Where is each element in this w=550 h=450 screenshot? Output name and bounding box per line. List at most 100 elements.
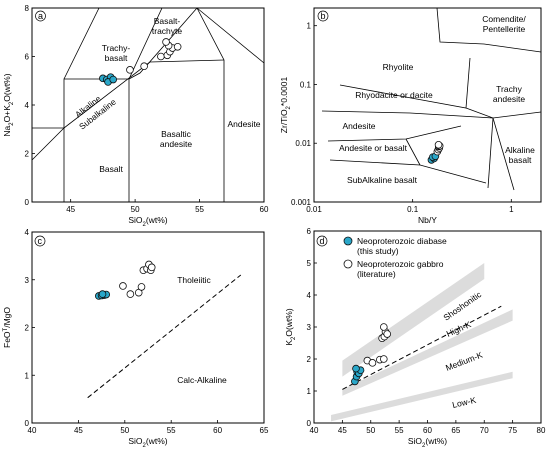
y-tick-label: 0 bbox=[25, 419, 30, 428]
field-label-medium-k: Medium-K bbox=[444, 350, 484, 373]
panel-d-k2o-sio2-diagram: d Neoproterozoic diabase (this study) Neo… bbox=[284, 227, 546, 449]
y-tick-label: 0 bbox=[25, 198, 30, 207]
series-divider-line bbox=[342, 305, 502, 390]
panel-b-winchester-floyd-diagram: b Comendite/Pentellerite Rhyolite Rhyoda… bbox=[279, 7, 542, 225]
panel-d-divider-line bbox=[342, 305, 502, 390]
panel-c-frame bbox=[31, 231, 265, 424]
data-point-this-study bbox=[352, 364, 360, 373]
x-tick-label: 1 bbox=[509, 205, 514, 214]
x-tick-label: 50 bbox=[366, 426, 375, 435]
panel-d-label-ring bbox=[316, 235, 328, 247]
legend-marker-literature bbox=[343, 259, 353, 269]
data-point-literature bbox=[173, 42, 182, 51]
x-tick-label: 55 bbox=[167, 426, 176, 435]
legend-label-this-study: Neoproterozoic diabase (this study) bbox=[357, 236, 447, 256]
field-label-comendite: Comendite/Pentellerite bbox=[482, 14, 526, 34]
x-tick-label: 55 bbox=[395, 426, 404, 435]
y-tick-label: 1 bbox=[25, 371, 30, 380]
panel-a-frame bbox=[31, 7, 265, 203]
legend-label-literature: Neoproterozoic gabbro (literature) bbox=[357, 259, 444, 279]
data-point-literature bbox=[380, 323, 388, 331]
x-tick-label: 50 bbox=[131, 205, 140, 214]
data-point-literature bbox=[383, 330, 392, 338]
panel-d-legend: Neoproterozoic diabase (this study) Neopr… bbox=[343, 236, 447, 279]
panel-b-field-labels: Comendite/Pentellerite Rhyolite Rhyodaci… bbox=[339, 14, 535, 185]
field-label-andesite-or-basalt: Andesite or basalt bbox=[339, 143, 408, 153]
x-tick-label: 40 bbox=[310, 426, 319, 435]
field-label-andesite: Andesite bbox=[227, 119, 260, 129]
field-label-calc-alkaline: Calc-Alkaline bbox=[177, 375, 227, 385]
data-point-literature bbox=[162, 38, 170, 46]
y-axis-title: Na2O+K2O(wt%) bbox=[2, 73, 15, 136]
y-axis-title: FeOT/MgO bbox=[2, 307, 12, 348]
y-tick-label: 2 bbox=[25, 150, 30, 159]
panel-a-label: a bbox=[38, 11, 43, 21]
x-tick-label: 45 bbox=[66, 205, 75, 214]
x-tick-label: 60 bbox=[213, 426, 222, 435]
y-tick-label: 0.01 bbox=[295, 139, 311, 148]
x-tick-label: 60 bbox=[260, 205, 269, 214]
x-tick-label: 70 bbox=[480, 426, 489, 435]
y-tick-label: 6 bbox=[307, 227, 312, 236]
panel-c-field-labels: Tholeiitic Calc-Alkaline bbox=[177, 275, 227, 385]
y-tick-label: 5 bbox=[307, 259, 312, 268]
field-label-trachy-basalt: Trachy-basalt bbox=[102, 43, 131, 63]
field-label-andesite: Andesite bbox=[342, 121, 375, 131]
y-tick-label: 6 bbox=[25, 53, 30, 62]
panel-c-label: c bbox=[38, 236, 43, 246]
data-point-literature bbox=[137, 283, 146, 291]
y-axis-title: K2O(wt%) bbox=[284, 308, 297, 346]
field-label-tholeiitic: Tholeiitic bbox=[177, 275, 211, 285]
x-tick-label: 75 bbox=[508, 426, 517, 435]
data-point-literature bbox=[140, 62, 148, 70]
panel-d-axes: 40 45 50 55 60 65 70 75 800123456SiO2(wt%)K2O(wt… bbox=[284, 227, 546, 449]
data-point-literature bbox=[126, 66, 134, 74]
field-label-basaltic-andesite: Basaltic andesite bbox=[160, 129, 192, 149]
x-tick-label: 80 bbox=[537, 426, 546, 435]
y-tick-label: 2 bbox=[307, 355, 312, 364]
y-tick-label: 4 bbox=[25, 101, 30, 110]
panel-b-field-lines bbox=[321, 7, 542, 191]
panel-c-feot-mgo-diagram: c Tholeiitic Calc-Alkaline 40 45 50 55 60 65 0… bbox=[2, 228, 269, 449]
y-tick-label: 1 bbox=[307, 387, 312, 396]
data-point-literature bbox=[380, 355, 388, 363]
x-tick-label: 0.01 bbox=[306, 205, 322, 214]
field-label-trachy-andesite: Trachy andesite bbox=[493, 84, 525, 104]
y-tick-label: 1 bbox=[307, 22, 312, 31]
series-boundary-band bbox=[342, 309, 513, 396]
y-tick-label: 4 bbox=[25, 228, 30, 237]
panel-a-label-ring bbox=[35, 10, 46, 22]
y-tick-label: 4 bbox=[307, 291, 312, 300]
panel-c-axes: 40 45 50 55 60 65 0 1 2 3 4 SiO2(wt%) FeOT/MgO bbox=[2, 228, 269, 449]
panel-d-marks bbox=[351, 323, 392, 386]
x-axis-title: SiO2(wt%) bbox=[408, 436, 447, 449]
y-tick-label: 0.001 bbox=[291, 198, 312, 207]
panel-b-label: b bbox=[321, 11, 326, 21]
x-tick-label: 45 bbox=[338, 426, 347, 435]
x-tick-label: 50 bbox=[120, 426, 129, 435]
y-tick-label: 2 bbox=[25, 324, 30, 333]
panel-c-label-ring bbox=[34, 235, 46, 247]
panel-a-field-lines bbox=[31, 7, 265, 202]
y-tick-label: 8 bbox=[25, 4, 30, 13]
panel-b-label-ring bbox=[317, 10, 329, 22]
y-axis-title: Zr/TiO2*0.0001 bbox=[279, 77, 292, 134]
x-tick-label: 0.1 bbox=[407, 205, 419, 214]
y-tick-label: 3 bbox=[307, 323, 312, 332]
panel-c-divider-line bbox=[87, 274, 242, 399]
panel-b-frame bbox=[313, 7, 542, 203]
panel-c-marks bbox=[95, 260, 156, 300]
data-point-literature bbox=[126, 290, 135, 298]
data-point-literature bbox=[368, 359, 377, 367]
y-tick-label: 3 bbox=[25, 276, 30, 285]
panel-a-marks bbox=[99, 38, 182, 86]
x-axis-title: SiO2(wt%) bbox=[128, 215, 167, 228]
series-divider-line bbox=[87, 274, 242, 399]
x-tick-label: 65 bbox=[451, 426, 460, 435]
field-label-alkaline-basalt: Alkaline basalt bbox=[505, 145, 535, 165]
field-label-rhyodacite: Rhyodacite or dacite bbox=[355, 90, 433, 100]
y-tick-label: 0 bbox=[307, 419, 312, 428]
x-axis-title: Nb/Y bbox=[418, 215, 437, 225]
